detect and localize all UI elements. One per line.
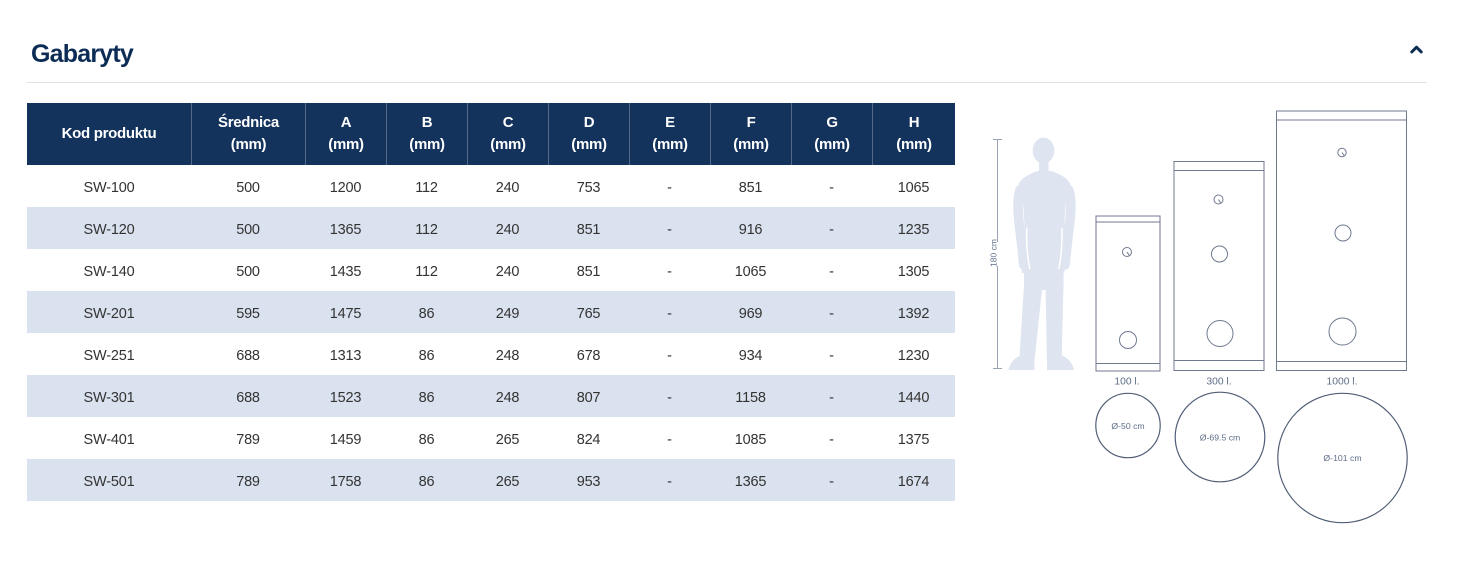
svg-text:100 l.: 100 l. — [1114, 377, 1139, 388]
svg-text:1000 l.: 1000 l. — [1327, 377, 1358, 388]
svg-text:Ø-50 cm: Ø-50 cm — [1111, 421, 1144, 431]
svg-text:300 l.: 300 l. — [1206, 377, 1231, 388]
svg-text:Ø-69.5 cm: Ø-69.5 cm — [1200, 432, 1241, 442]
svg-text:180 cm: 180 cm — [989, 239, 999, 267]
svg-text:Ø-101 cm: Ø-101 cm — [1323, 453, 1361, 463]
